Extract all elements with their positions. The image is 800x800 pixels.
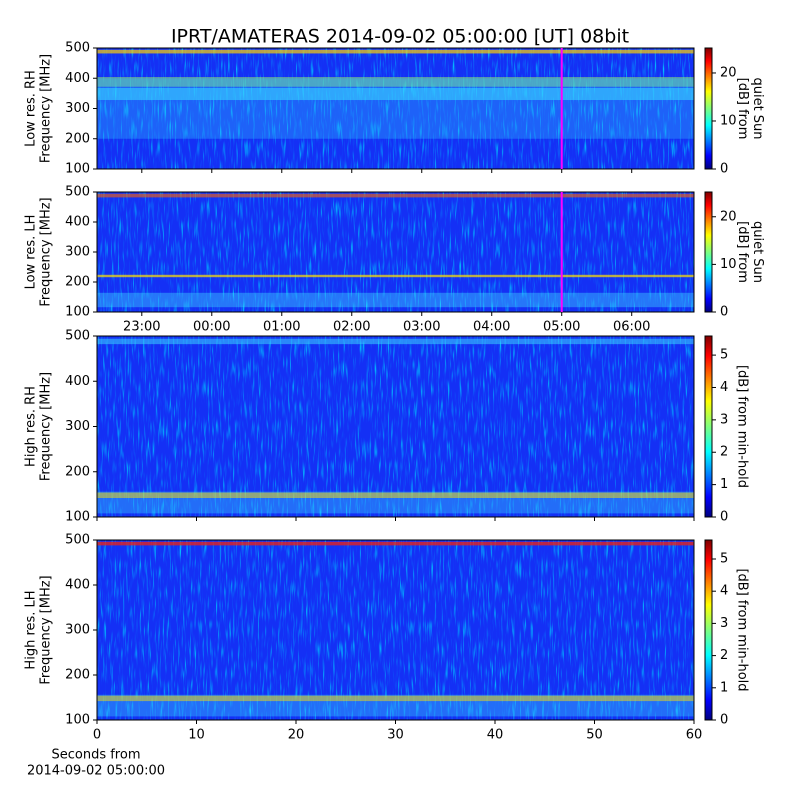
y-axis-label: Frequency [MHz]: [39, 54, 54, 163]
y-tick-label: 500: [65, 533, 90, 548]
colorbar-tick-label: 0: [720, 713, 728, 728]
colorbar: [704, 335, 713, 518]
y-axis-label: Low res. RH: [24, 70, 39, 147]
y-tick-label: 400: [65, 71, 90, 86]
heatmap-band: [97, 541, 694, 546]
y-axis-label: Frequency [MHz]: [39, 575, 54, 684]
y-tick-label: 400: [65, 578, 90, 593]
colorbar: [704, 191, 713, 313]
heatmap-band: [97, 49, 694, 54]
x-axis-label: Seconds from: [51, 748, 140, 763]
y-tick-label: 300: [65, 623, 90, 638]
colorbar-tick-label: 2: [720, 648, 728, 663]
y-tick-label: 100: [65, 510, 90, 525]
y-tick-label: 300: [65, 419, 90, 434]
colorbar-label: quiet Sun: [750, 221, 765, 283]
y-axis-label: High res. RH: [24, 386, 39, 467]
colorbar-tick-label: 10: [720, 113, 737, 128]
heatmap-noise: [97, 48, 694, 169]
colorbar-tick-label: 1: [720, 477, 728, 492]
x-tick-label: 40: [487, 728, 504, 743]
heatmap-noise: [97, 540, 694, 720]
x-tick-label: 02:00: [333, 320, 370, 335]
heatmap-band: [97, 193, 694, 198]
colorbar-label: [dB] from min-hold: [735, 568, 750, 691]
x-tick-label: 10: [188, 728, 205, 743]
heatmap-noise: [97, 336, 694, 517]
y-tick-label: 200: [65, 275, 90, 290]
heatmap-band: [97, 292, 694, 308]
colorbar-tick-label: 0: [720, 510, 728, 525]
colorbar-label: [dB] from: [735, 221, 750, 283]
x-tick-label: 05:00: [543, 320, 580, 335]
x-tick-label: 03:00: [403, 320, 440, 335]
colorbar-tick-label: 20: [720, 209, 737, 224]
y-axis-label: Frequency [MHz]: [39, 372, 54, 481]
y-tick-label: 100: [65, 305, 90, 320]
x-tick-label: 23:00: [123, 320, 160, 335]
y-tick-label: 100: [65, 162, 90, 177]
heatmap-band: [97, 492, 694, 498]
colorbar-tick-label: 3: [720, 616, 728, 631]
colorbar-tick-label: 4: [720, 584, 728, 599]
x-tick-label: 06:00: [613, 320, 650, 335]
x-tick-label: 00:00: [193, 320, 230, 335]
heatmap-band: [97, 695, 694, 702]
y-tick-label: 200: [65, 464, 90, 479]
colorbar-tick-label: 2: [720, 445, 728, 460]
y-tick-label: 400: [65, 215, 90, 230]
y-tick-label: 300: [65, 245, 90, 260]
colorbar-tick-label: 5: [720, 551, 728, 566]
colorbar-label: [dB] from: [735, 78, 750, 140]
y-axis-label: High res. LH: [24, 590, 39, 669]
heatmap-band: [97, 78, 694, 139]
y-tick-label: 400: [65, 374, 90, 389]
colorbar-tick-label: 4: [720, 380, 728, 395]
x-tick-label: 60: [686, 728, 703, 743]
x-tick-label: 04:00: [473, 320, 510, 335]
heatmap-noise: [97, 192, 694, 312]
colorbar-tick-label: 20: [720, 65, 737, 80]
y-tick-label: 500: [65, 185, 90, 200]
colorbar-label: [dB] from min-hold: [735, 365, 750, 488]
y-tick-label: 500: [65, 329, 90, 344]
chart-title: IPRT/AMATERAS 2014-09-02 05:00:00 [UT] 0…: [171, 26, 629, 48]
colorbar: [704, 47, 713, 170]
x-tick-label: 01:00: [263, 320, 300, 335]
y-axis-label: Frequency [MHz]: [39, 197, 54, 306]
heatmap-band: [97, 87, 694, 101]
y-tick-label: 300: [65, 101, 90, 116]
y-tick-label: 200: [65, 668, 90, 683]
heatmap-band: [97, 77, 694, 87]
heatmap-band: [97, 274, 694, 278]
colorbar-label: quiet Sun: [750, 77, 765, 139]
x-tick-label: 20: [288, 728, 305, 743]
colorbar: [704, 539, 713, 721]
x-tick-label: 0: [93, 728, 101, 743]
colorbar-tick-label: 5: [720, 348, 728, 363]
x-tick-label: 50: [586, 728, 603, 743]
colorbar-tick-label: 10: [720, 257, 737, 272]
x-axis-label: 2014-09-02 05:00:00: [27, 764, 165, 779]
colorbar-tick-label: 3: [720, 412, 728, 427]
colorbar-tick-label: 0: [720, 305, 728, 320]
y-tick-label: 100: [65, 713, 90, 728]
colorbar-tick-label: 1: [720, 680, 728, 695]
y-tick-label: 200: [65, 131, 90, 146]
heatmap-band: [97, 338, 694, 345]
colorbar-tick-label: 0: [720, 162, 728, 177]
x-tick-label: 30: [387, 728, 404, 743]
y-tick-label: 500: [65, 41, 90, 56]
y-axis-label: Low res. LH: [24, 215, 39, 290]
